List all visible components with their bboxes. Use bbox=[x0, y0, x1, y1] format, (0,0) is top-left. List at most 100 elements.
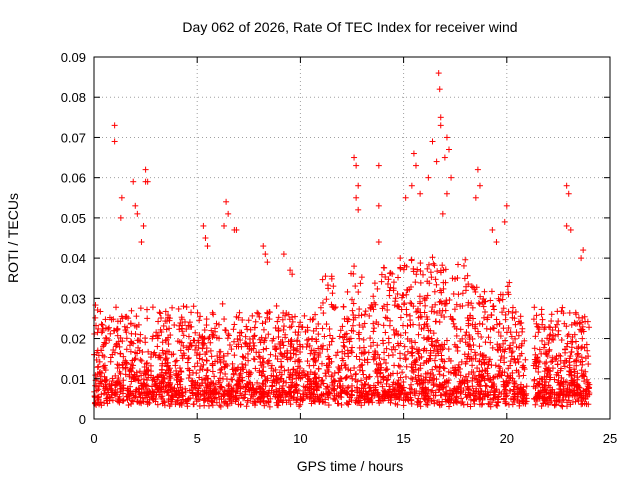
data-point bbox=[559, 304, 566, 311]
data-point bbox=[517, 313, 524, 320]
data-point bbox=[519, 328, 526, 335]
data-point bbox=[437, 114, 444, 121]
data-point bbox=[469, 362, 476, 369]
data-point bbox=[489, 226, 496, 233]
data-point bbox=[460, 262, 467, 269]
data-point bbox=[455, 291, 462, 298]
data-point bbox=[424, 292, 431, 299]
data-point bbox=[440, 372, 447, 379]
data-point bbox=[185, 374, 192, 381]
data-point bbox=[424, 335, 431, 342]
data-point bbox=[343, 374, 350, 381]
data-point bbox=[244, 350, 251, 357]
data-point bbox=[572, 320, 579, 327]
data-point bbox=[482, 382, 489, 389]
x-tick-label: 10 bbox=[293, 431, 307, 446]
data-point bbox=[372, 355, 379, 362]
data-point bbox=[275, 328, 282, 335]
data-point bbox=[353, 162, 360, 169]
data-point bbox=[410, 150, 417, 157]
data-point bbox=[352, 371, 359, 378]
data-point bbox=[185, 354, 192, 361]
y-tick-label: 0.04 bbox=[61, 251, 86, 266]
data-point bbox=[349, 375, 356, 382]
data-point bbox=[397, 255, 404, 262]
data-point bbox=[130, 178, 137, 185]
data-point bbox=[356, 306, 363, 313]
data-point bbox=[196, 317, 203, 324]
data-point bbox=[263, 345, 270, 352]
data-point bbox=[279, 316, 286, 323]
data-point bbox=[539, 316, 546, 323]
data-point bbox=[278, 358, 285, 365]
data-point bbox=[433, 158, 440, 165]
data-point bbox=[563, 182, 570, 189]
data-point bbox=[557, 353, 564, 360]
data-point bbox=[207, 347, 214, 354]
data-point bbox=[221, 316, 228, 323]
data-point bbox=[434, 268, 441, 275]
data-point bbox=[197, 313, 204, 320]
x-tick-label: 25 bbox=[603, 431, 617, 446]
x-tick-label: 0 bbox=[90, 431, 97, 446]
data-point bbox=[160, 322, 167, 329]
data-point bbox=[171, 322, 178, 329]
data-point bbox=[384, 306, 391, 313]
data-point bbox=[123, 313, 130, 320]
data-point bbox=[138, 357, 145, 364]
data-point bbox=[492, 362, 499, 369]
data-point bbox=[538, 306, 545, 313]
data-point bbox=[180, 303, 187, 310]
data-point bbox=[520, 372, 527, 379]
data-point bbox=[476, 301, 483, 308]
data-point bbox=[172, 358, 179, 365]
data-point bbox=[493, 316, 500, 323]
y-tick-label: 0.05 bbox=[61, 211, 86, 226]
data-point bbox=[264, 259, 271, 266]
data-point bbox=[356, 335, 363, 342]
data-point bbox=[502, 311, 509, 318]
data-point bbox=[475, 299, 482, 306]
data-point bbox=[407, 317, 414, 324]
data-point bbox=[155, 318, 162, 325]
data-point bbox=[203, 357, 210, 364]
data-point bbox=[98, 321, 105, 328]
data-point bbox=[256, 349, 263, 356]
data-point bbox=[322, 373, 329, 380]
data-point bbox=[230, 338, 237, 345]
data-point bbox=[319, 325, 326, 332]
data-point bbox=[329, 335, 336, 342]
data-point bbox=[113, 304, 120, 311]
data-point bbox=[487, 297, 494, 304]
data-point bbox=[188, 309, 195, 316]
data-point bbox=[365, 349, 372, 356]
data-point bbox=[439, 210, 446, 217]
data-point bbox=[317, 304, 324, 311]
data-point bbox=[158, 366, 165, 373]
data-point bbox=[149, 304, 156, 311]
data-point bbox=[98, 391, 105, 398]
data-point bbox=[158, 315, 165, 322]
data-point bbox=[531, 304, 538, 311]
data-point bbox=[496, 320, 503, 327]
data-point bbox=[397, 363, 404, 370]
data-point bbox=[315, 365, 322, 372]
data-point bbox=[539, 337, 546, 344]
data-point bbox=[326, 325, 333, 332]
data-point bbox=[209, 368, 216, 375]
data-point bbox=[382, 360, 389, 367]
data-point bbox=[453, 332, 460, 339]
data-point bbox=[211, 373, 218, 380]
data-point bbox=[489, 344, 496, 351]
data-point bbox=[340, 342, 347, 349]
data-point bbox=[330, 283, 337, 290]
data-point bbox=[463, 329, 470, 336]
data-point bbox=[226, 342, 233, 349]
x-axis-label: GPS time / hours bbox=[297, 458, 404, 474]
data-point bbox=[107, 358, 114, 365]
data-point bbox=[507, 358, 514, 365]
data-point bbox=[436, 371, 443, 378]
data-point bbox=[397, 332, 404, 339]
data-point bbox=[353, 353, 360, 360]
